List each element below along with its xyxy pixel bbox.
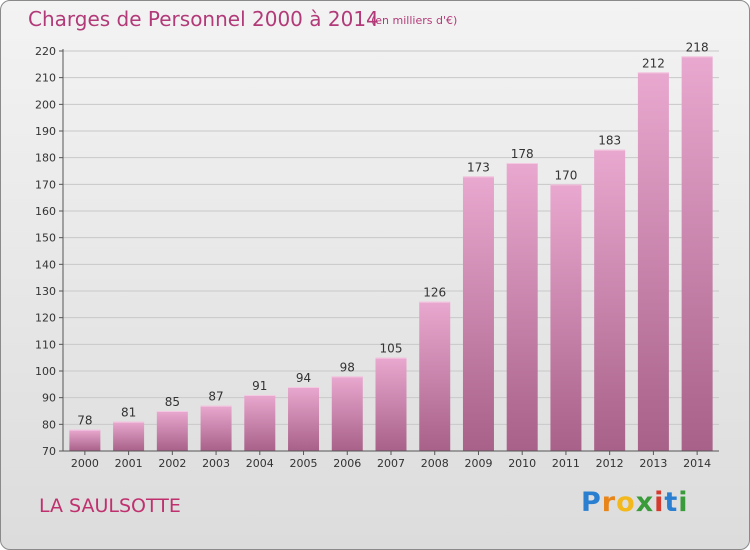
bar-value-label: 183 <box>598 134 621 148</box>
y-tick-label: 200 <box>35 98 56 111</box>
x-tick-label: 2010 <box>508 457 536 470</box>
bar-value-label: 87 <box>208 390 223 404</box>
x-tick-label: 2007 <box>377 457 405 470</box>
x-tick-label: 2001 <box>115 457 143 470</box>
bar <box>419 301 451 451</box>
logo-letter: t <box>664 487 679 518</box>
x-tick-label: 2009 <box>464 457 492 470</box>
bar <box>113 421 145 451</box>
y-tick-label: 90 <box>42 392 56 405</box>
x-tick-label: 2003 <box>202 457 230 470</box>
bar <box>637 72 669 451</box>
location-label: LA SAULSOTTE <box>39 495 181 517</box>
x-tick-label: 2012 <box>596 457 624 470</box>
y-tick-label: 70 <box>42 445 56 458</box>
x-tick-label: 2014 <box>683 457 711 470</box>
bar-value-label: 81 <box>121 406 136 420</box>
bar-value-label: 85 <box>165 395 180 409</box>
bar <box>462 176 494 452</box>
bar <box>244 395 276 451</box>
bar <box>331 376 363 451</box>
y-tick-label: 110 <box>35 338 56 351</box>
y-tick-label: 170 <box>35 178 56 191</box>
bar <box>506 163 538 451</box>
bar <box>594 149 626 451</box>
x-tick-label: 2004 <box>246 457 274 470</box>
y-tick-label: 190 <box>35 125 56 138</box>
bar <box>375 357 407 451</box>
logo-letter: P <box>581 487 602 518</box>
y-tick-label: 150 <box>35 232 56 245</box>
proxiti-logo: Proxiti <box>581 487 689 518</box>
y-tick-label: 120 <box>35 312 56 325</box>
x-tick-label: 2002 <box>158 457 186 470</box>
y-tick-label: 100 <box>35 365 56 378</box>
x-tick-label: 2000 <box>71 457 99 470</box>
y-tick-label: 210 <box>35 72 56 85</box>
chart-title: Charges de Personnel 2000 à 2014 <box>28 7 379 31</box>
y-tick-label: 220 <box>35 45 56 58</box>
logo-letter: o <box>616 487 636 518</box>
logo-letter: x <box>635 487 655 518</box>
bar-value-label: 98 <box>340 360 355 374</box>
y-tick-label: 80 <box>42 418 56 431</box>
bar <box>200 405 232 451</box>
bar-value-label: 178 <box>511 147 534 161</box>
logo-letter: r <box>601 487 617 518</box>
bar-value-label: 105 <box>380 342 403 356</box>
y-tick-label: 160 <box>35 205 56 218</box>
logo-letter: i <box>678 487 689 518</box>
bar <box>681 56 713 451</box>
bar-value-label: 91 <box>252 379 267 393</box>
bar <box>550 184 582 452</box>
bar-value-label: 170 <box>554 168 577 182</box>
bar <box>69 429 101 451</box>
y-tick-label: 130 <box>35 285 56 298</box>
bar-value-label: 173 <box>467 160 490 174</box>
unit-note: (en milliers d'€) <box>371 14 458 27</box>
x-tick-label: 2013 <box>639 457 667 470</box>
bar-value-label: 212 <box>642 56 665 70</box>
bar-value-label: 218 <box>686 40 709 54</box>
x-tick-label: 2006 <box>333 457 361 470</box>
y-tick-label: 180 <box>35 152 56 165</box>
logo-letter: i <box>654 487 665 518</box>
x-tick-label: 2005 <box>290 457 318 470</box>
bar-value-label: 78 <box>77 414 92 428</box>
bar-value-label: 94 <box>296 371 311 385</box>
bar-value-label: 126 <box>423 286 446 300</box>
bar <box>156 411 188 451</box>
x-tick-label: 2008 <box>421 457 449 470</box>
x-tick-label: 2011 <box>552 457 580 470</box>
y-tick-label: 140 <box>35 258 56 271</box>
bar <box>288 387 320 451</box>
